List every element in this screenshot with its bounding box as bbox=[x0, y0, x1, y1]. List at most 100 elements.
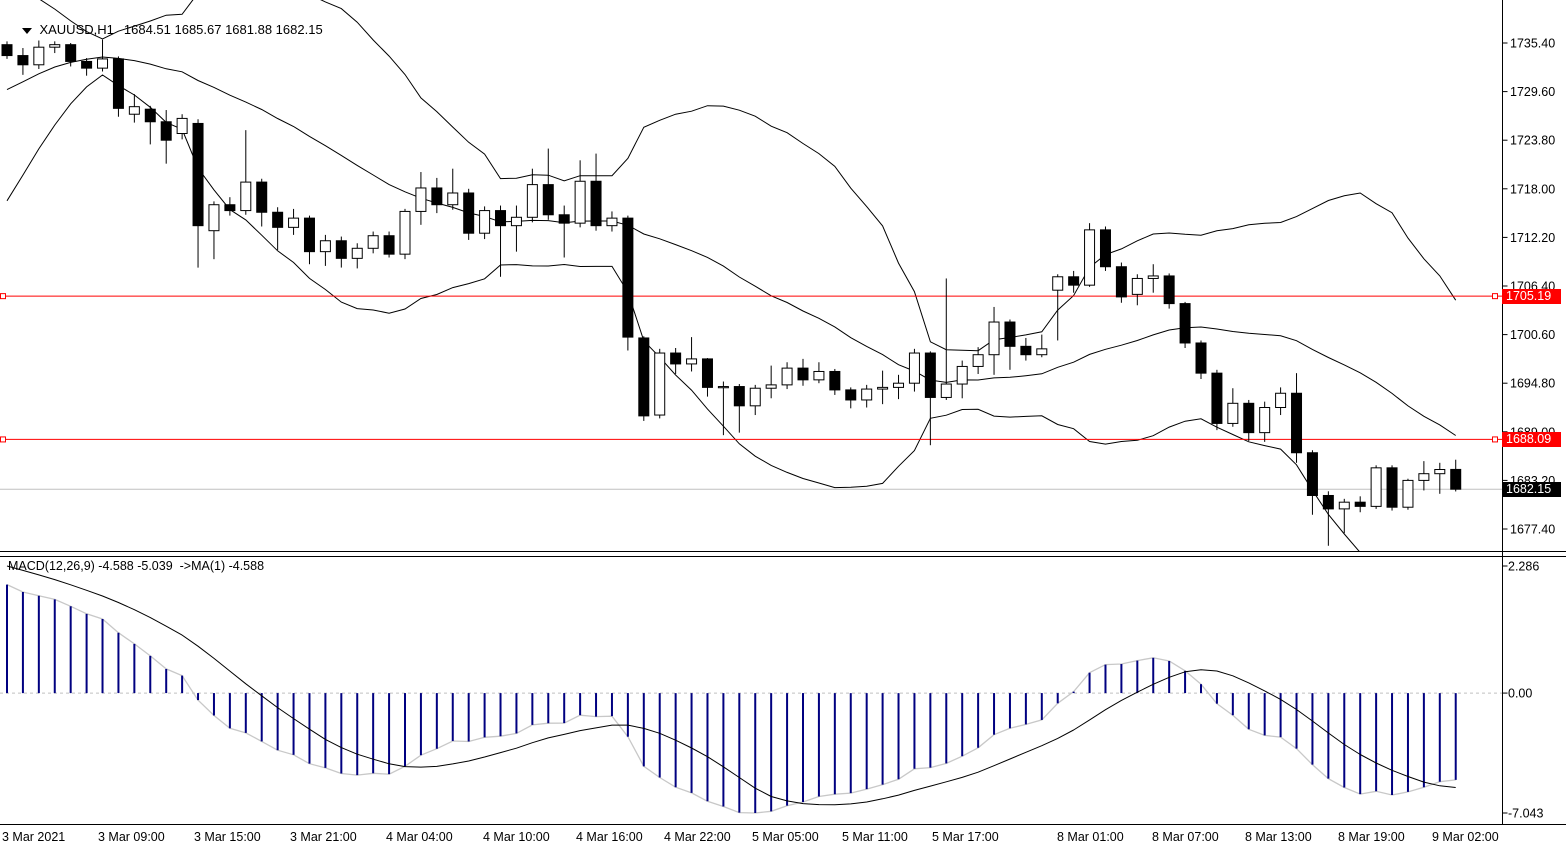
candle bbox=[288, 208, 300, 235]
candle bbox=[956, 360, 968, 399]
candle bbox=[1338, 498, 1350, 534]
macd-axis[interactable]: 2.286 0.00 -7.043 bbox=[1502, 560, 1544, 821]
candle bbox=[1020, 337, 1032, 361]
candle bbox=[495, 205, 507, 277]
time-label: 5 Mar 17:00 bbox=[932, 830, 999, 844]
candle bbox=[510, 205, 522, 252]
candle bbox=[303, 215, 315, 265]
candle bbox=[431, 177, 443, 214]
bollinger-upper-line bbox=[39, 0, 1457, 352]
time-label: 3 Mar 09:00 bbox=[98, 830, 165, 844]
candle bbox=[701, 358, 713, 397]
candle bbox=[861, 384, 873, 408]
price-tick-label: 1700.60 bbox=[1510, 328, 1555, 342]
time-label: 8 Mar 13:00 bbox=[1245, 830, 1312, 844]
line-end-marker[interactable] bbox=[1492, 293, 1498, 300]
chart-frame bbox=[0, 0, 1566, 825]
macd-tick-label: 0.00 bbox=[1508, 687, 1532, 701]
time-label: 4 Mar 04:00 bbox=[386, 830, 453, 844]
candle bbox=[192, 119, 204, 268]
candle bbox=[606, 211, 618, 232]
current-price-tag[interactable]: 1682.15 bbox=[1502, 481, 1561, 497]
time-label: 5 Mar 05:00 bbox=[752, 830, 819, 844]
time-label: 3 Mar 2021 bbox=[2, 830, 65, 844]
candle bbox=[1434, 462, 1446, 494]
candle bbox=[81, 58, 93, 76]
line-end-marker[interactable] bbox=[0, 293, 6, 300]
candle bbox=[877, 370, 889, 405]
macd-pane bbox=[0, 565, 1503, 814]
line-end-marker[interactable] bbox=[1492, 436, 1498, 443]
candle bbox=[1322, 491, 1334, 546]
candle bbox=[1418, 461, 1430, 491]
candle bbox=[479, 206, 491, 240]
candle bbox=[1243, 399, 1255, 442]
candle bbox=[1179, 301, 1191, 349]
candle bbox=[733, 384, 745, 433]
candle bbox=[574, 160, 586, 228]
candle bbox=[256, 178, 268, 227]
candle bbox=[1291, 373, 1303, 463]
candle bbox=[367, 231, 379, 254]
candle bbox=[542, 148, 554, 220]
line-end-marker[interactable] bbox=[0, 436, 6, 443]
time-label: 4 Mar 16:00 bbox=[576, 830, 643, 844]
time-label: 3 Mar 21:00 bbox=[290, 830, 357, 844]
price-tick-label: 1729.60 bbox=[1510, 85, 1555, 99]
candle bbox=[988, 306, 1000, 375]
candle bbox=[781, 362, 793, 390]
price-tick-label: 1677.40 bbox=[1510, 522, 1555, 536]
candle bbox=[1004, 319, 1016, 370]
candle bbox=[1052, 274, 1064, 341]
candle bbox=[526, 168, 538, 223]
price-tick-label: 1712.20 bbox=[1510, 231, 1555, 245]
candle bbox=[654, 348, 666, 419]
horizontal-price-line[interactable] bbox=[0, 293, 1503, 300]
macd-indicator-label: MACD(12,26,9) -4.588 -5.039 ->MA(1) -4.5… bbox=[8, 559, 265, 573]
chart-menu-icon[interactable] bbox=[22, 27, 33, 34]
candle bbox=[65, 43, 77, 67]
price-tick-label: 1723.80 bbox=[1510, 134, 1555, 148]
macd-line bbox=[6, 584, 1456, 814]
bollinger-middle-line bbox=[6, 56, 1456, 436]
candle bbox=[97, 39, 109, 72]
candle bbox=[1450, 459, 1462, 492]
horizontal-price-line[interactable] bbox=[0, 436, 1503, 443]
candle bbox=[17, 48, 29, 75]
price-axis[interactable]: 1735.401729.601723.801718.001712.201706.… bbox=[1502, 37, 1556, 537]
candle bbox=[272, 207, 284, 250]
candle bbox=[908, 348, 920, 392]
hline-price-tag[interactable]: 1688.09 bbox=[1502, 431, 1561, 447]
candle bbox=[1386, 465, 1398, 511]
candle bbox=[1259, 401, 1271, 442]
candle bbox=[1370, 465, 1382, 509]
macd-tick-label: -7.043 bbox=[1508, 807, 1543, 821]
candle bbox=[49, 41, 61, 54]
candle bbox=[128, 94, 140, 123]
macd-tick-label: 2.286 bbox=[1508, 560, 1539, 574]
candle bbox=[765, 365, 777, 399]
price-tick-label: 1735.40 bbox=[1510, 37, 1555, 51]
candle bbox=[686, 337, 698, 372]
candle bbox=[558, 205, 570, 258]
candle bbox=[717, 381, 729, 436]
candle bbox=[1147, 264, 1159, 293]
hline-price-tag[interactable]: 1705.19 bbox=[1502, 288, 1561, 304]
ohlc-readout: 1684.51 1685.67 1681.88 1682.15 bbox=[123, 22, 323, 37]
candle bbox=[399, 208, 411, 260]
time-label: 4 Mar 22:00 bbox=[664, 830, 731, 844]
macd-histogram bbox=[6, 584, 1457, 813]
macd-signal-line bbox=[6, 565, 1456, 806]
candle bbox=[383, 231, 395, 258]
candle bbox=[1, 41, 13, 59]
candle bbox=[797, 358, 809, 386]
candle bbox=[1084, 223, 1096, 287]
time-label: 8 Mar 01:00 bbox=[1057, 830, 1124, 844]
candle bbox=[813, 362, 825, 384]
time-axis[interactable]: 3 Mar 2021 3 Mar 09:00 3 Mar 15:00 3 Mar 21… bbox=[2, 830, 1499, 844]
candle bbox=[1195, 340, 1207, 380]
candle bbox=[1306, 450, 1318, 515]
candle bbox=[829, 368, 841, 395]
